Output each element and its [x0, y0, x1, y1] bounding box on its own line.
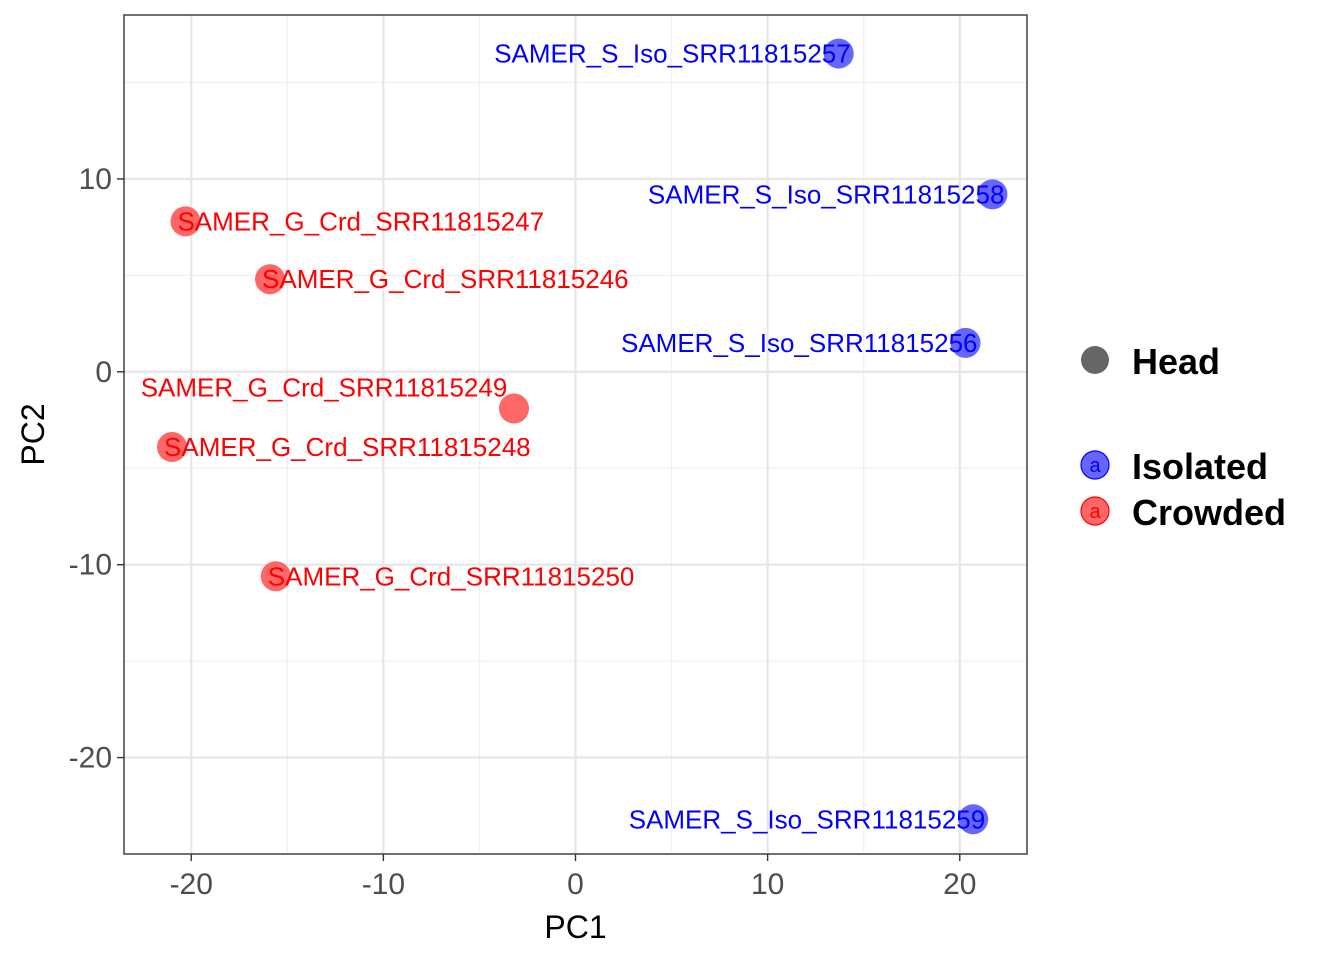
x-tick-label: 20 — [943, 868, 976, 901]
point-samer-s-iso-srr11815256 — [950, 327, 981, 358]
point-labels: SAMER_S_Iso_SRR11815257 SAMER_S_Iso_SRR11… — [141, 39, 1005, 835]
point-samer-g-crd-srr11815248 — [157, 432, 188, 463]
y-tick-label: -10 — [69, 549, 112, 582]
data-points — [157, 38, 1008, 835]
point-label-samer-g-crd-srr11815249: SAMER_G_Crd_SRR11815249 — [141, 372, 508, 402]
y-tick-label: -20 — [69, 742, 112, 775]
point-samer-g-crd-srr11815249 — [499, 393, 530, 424]
x-axis-title: PC1 — [544, 909, 606, 945]
legend-crowded-key-glyph: a — [1089, 501, 1101, 523]
point-label-samer-g-crd-srr11815246: SAMER_G_Crd_SRR11815246 — [262, 264, 629, 294]
point-label-samer-g-crd-srr11815248: SAMER_G_Crd_SRR11815248 — [164, 432, 531, 462]
y-tick-label: 0 — [95, 356, 112, 389]
x-tick-label: -10 — [362, 868, 405, 901]
legend-crowded-key — [1080, 496, 1110, 526]
legend-isolated-key — [1080, 450, 1110, 480]
point-label-samer-s-iso-srr11815258: SAMER_S_Iso_SRR11815258 — [648, 179, 1005, 209]
legend-head-key — [1081, 346, 1109, 374]
axis-ticks: -20 -10 0 10 20 -20 -10 0 10 — [69, 163, 977, 901]
point-samer-g-crd-srr11815250 — [260, 561, 291, 592]
legend-isolated-key-glyph: a — [1089, 455, 1101, 477]
x-tick-label: 0 — [567, 868, 584, 901]
point-samer-s-iso-srr11815257 — [823, 38, 854, 69]
point-label-samer-s-iso-srr11815259: SAMER_S_Iso_SRR11815259 — [629, 804, 986, 834]
point-samer-s-iso-srr11815259 — [958, 804, 989, 835]
point-samer-g-crd-srr11815247 — [170, 206, 201, 237]
point-samer-g-crd-srr11815246 — [255, 264, 286, 295]
legend-head-label: Head — [1132, 341, 1220, 382]
legend-isolated-label: Isolated — [1132, 446, 1268, 487]
x-tick-label: 10 — [751, 868, 784, 901]
point-samer-s-iso-srr11815258 — [977, 179, 1008, 210]
grid — [124, 15, 1027, 854]
point-label-samer-s-iso-srr11815256: SAMER_S_Iso_SRR11815256 — [621, 328, 978, 358]
point-label-samer-s-iso-srr11815257: SAMER_S_Iso_SRR11815257 — [494, 39, 851, 69]
point-label-samer-g-crd-srr11815250: SAMER_G_Crd_SRR11815250 — [268, 561, 635, 591]
y-axis-title: PC2 — [15, 403, 51, 465]
point-label-samer-g-crd-srr11815247: SAMER_G_Crd_SRR11815247 — [177, 206, 544, 236]
x-tick-label: -20 — [170, 868, 213, 901]
legend: Head a Isolated a Crowded — [1080, 341, 1286, 533]
y-tick-label: 10 — [79, 163, 112, 196]
legend-crowded-label: Crowded — [1132, 492, 1286, 533]
